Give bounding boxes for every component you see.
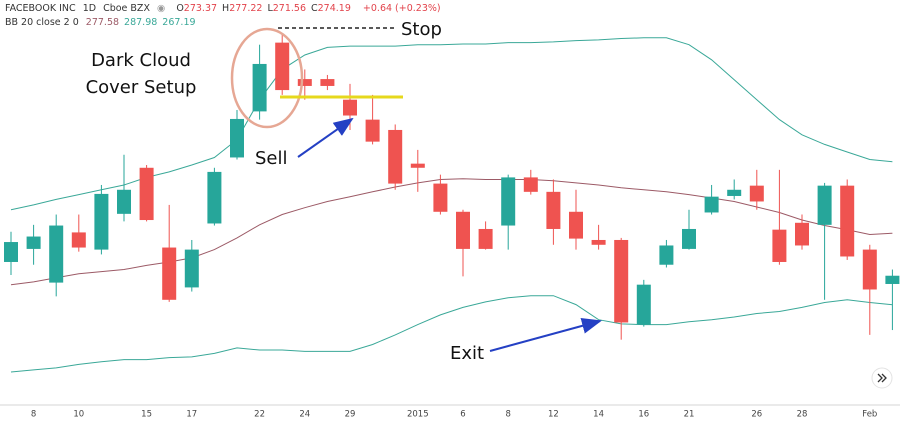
symbol-row: FACEBOOK INC 1D Cboe BZX ◉ O273.37 H277.2…: [5, 2, 445, 16]
candle-body: [614, 239, 629, 323]
x-tick-label: 29: [345, 410, 356, 420]
x-tick-label: 12: [548, 410, 559, 420]
x-tick-label: 22: [254, 410, 265, 420]
exchange: Cboe BZX: [103, 3, 150, 14]
candle-body: [139, 167, 154, 221]
candle-body: [388, 129, 403, 184]
x-tick-label: 26: [751, 410, 762, 420]
x-tick-label: 6: [460, 410, 465, 420]
bollinger-band: [10, 295, 893, 373]
candle-body: [501, 177, 516, 226]
ohlc-label: H: [222, 3, 230, 14]
candle-body: [478, 228, 493, 249]
candle-body: [275, 42, 290, 91]
candle-body: [94, 193, 109, 250]
indicator-row: BB 20 close 2 0 277.58 287.98 267.19: [5, 16, 445, 30]
x-tick-label: Feb: [862, 410, 877, 420]
exit-arrow: [489, 318, 602, 352]
symbol: FACEBOOK INC: [5, 3, 76, 14]
setup-label: Cover Setup: [86, 77, 197, 98]
ohlc-label: L: [267, 3, 273, 14]
sell-arrow: [297, 117, 354, 158]
candle-body: [840, 185, 855, 257]
candle-body: [772, 229, 787, 262]
candle-body: [546, 191, 561, 229]
candle-body: [433, 183, 448, 212]
candle-body: [591, 239, 606, 245]
candle-body: [26, 236, 41, 249]
indicator: BB 20 close 2 0: [5, 17, 79, 28]
eye-icon[interactable]: ◉: [156, 3, 166, 14]
candle-body: [885, 275, 900, 284]
candle-body: [862, 249, 877, 290]
interval: 1D: [82, 3, 97, 14]
candle-body: [659, 245, 674, 265]
candle-body: [636, 284, 651, 325]
x-tick-label: 10: [73, 410, 84, 420]
ohlc-value: 271.56: [272, 3, 306, 14]
candle-body: [162, 247, 177, 300]
candle-body: [184, 249, 199, 288]
candle-body: [297, 79, 312, 86]
candle-body: [682, 228, 696, 249]
plot-area: [4, 35, 900, 373]
candle-body: [252, 63, 267, 112]
x-tick-label: 17: [186, 410, 197, 420]
candle-body: [569, 211, 583, 239]
x-tick-label: 24: [299, 410, 310, 420]
candle-body: [523, 177, 538, 192]
candle-body: [410, 163, 425, 168]
ohlc-value: 277.22: [229, 3, 263, 14]
candle-body: [704, 196, 719, 213]
ohlc-value: 274.19: [317, 3, 351, 14]
scroll-button[interactable]: [871, 367, 893, 389]
indicator-value: 267.19: [162, 17, 196, 28]
candle-body: [795, 222, 809, 246]
ohlc-label: O: [176, 3, 184, 14]
candle-body: [71, 232, 86, 248]
ohlc: O273.37 H277.22 L271.56 C274.19: [176, 3, 356, 14]
candle-body: [727, 189, 742, 196]
bollinger-band: [10, 178, 893, 286]
indicator-value: 287.98: [124, 17, 158, 28]
candle-body: [817, 185, 832, 225]
x-tick-label: 21: [684, 410, 695, 420]
ohlc-label: C: [311, 3, 318, 14]
candle-body: [207, 171, 222, 224]
x-tick-label: 28: [797, 410, 808, 420]
candle-body: [365, 119, 380, 142]
bollinger-band: [10, 37, 893, 211]
indicator-value: 277.58: [85, 17, 120, 28]
x-tick-label: 2015: [407, 410, 429, 420]
candle-body: [749, 185, 764, 202]
legend-header: FACEBOOK INC 1D Cboe BZX ◉ O273.37 H277.2…: [5, 2, 445, 30]
setup-circle: [230, 27, 304, 129]
candle-body: [343, 99, 357, 116]
candle-body: [49, 225, 64, 283]
scroll-icon[interactable]: [877, 373, 887, 383]
stop-label: Stop: [401, 19, 442, 40]
candle-body: [4, 242, 18, 262]
change: +0.64 (+0.23%): [362, 3, 441, 14]
indicator-values: 277.58 287.98 267.19: [86, 17, 201, 28]
x-tick-label: 8: [31, 410, 36, 420]
x-tick-label: 16: [638, 410, 649, 420]
candle-body: [456, 211, 470, 249]
x-tick-label: 15: [141, 410, 152, 420]
candle-body: [230, 118, 244, 158]
sell-label: Sell: [255, 148, 288, 169]
x-tick-label: 14: [593, 410, 604, 420]
candle-body: [320, 79, 335, 86]
exit-label: Exit: [450, 343, 484, 364]
candle-body: [117, 189, 131, 214]
ohlc-value: 273.37: [183, 3, 218, 14]
x-tick-label: 8: [505, 410, 510, 420]
setup-label: Dark Cloud: [91, 50, 191, 71]
